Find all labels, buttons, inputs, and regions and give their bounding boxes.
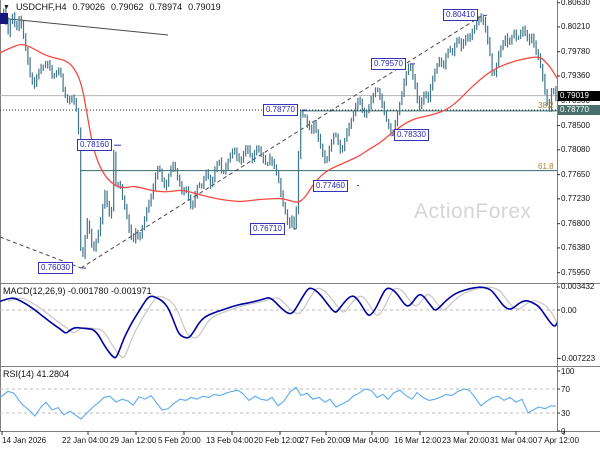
time-axis-label: 22 Jan 04:00 bbox=[62, 436, 109, 445]
time-axis-label: 13 Feb 04:00 bbox=[206, 436, 254, 445]
swing-price-label: 0.80410 bbox=[443, 9, 478, 22]
time-axis-label: 9 Mar 04:00 bbox=[346, 436, 389, 445]
level-price-badge: 0.78770 bbox=[558, 105, 600, 115]
rsi-axis-label: 30 bbox=[561, 408, 570, 418]
macd-axis-label: 0.00 bbox=[561, 305, 577, 315]
macd-signal-line bbox=[7, 286, 557, 359]
price-axis-label: 0.79780 bbox=[561, 47, 590, 57]
swing-price-label: 0.76710 bbox=[250, 222, 285, 235]
rsi-line bbox=[0, 386, 557, 420]
macd-main-line bbox=[0, 286, 557, 359]
swing-price-label: 0.76030 bbox=[38, 262, 73, 275]
candles bbox=[0, 6, 557, 259]
time-axis-label: 31 Mar 04:00 bbox=[490, 436, 538, 445]
clipped-price-flag bbox=[0, 13, 8, 24]
time-axis-label: 16 Mar 12:00 bbox=[394, 436, 442, 445]
price-axis-label: 0.77230 bbox=[561, 194, 590, 204]
price-axis-label: 0.80210 bbox=[561, 22, 590, 32]
price-axis-label: 0.78080 bbox=[561, 145, 590, 155]
time-axis-label: 7 Apr 12:00 bbox=[538, 436, 579, 445]
price-axis-label: 0.77650 bbox=[561, 170, 590, 180]
current-price-badge: 0.79019 bbox=[558, 90, 600, 101]
time-axis-label: 20 Feb 12:00 bbox=[254, 436, 302, 445]
time-axis-label: 14 Jan 2026 bbox=[2, 436, 47, 445]
ma-red-line bbox=[0, 43, 557, 203]
rsi-axis-label: 100 bbox=[561, 366, 575, 376]
fib-level-label-61.8: 61.8 bbox=[538, 161, 554, 171]
macd-axis-label: -0.007223 bbox=[559, 353, 596, 363]
fib-level-label-38.2: 38.2 bbox=[538, 101, 554, 110]
price-axis-label: 0.78930 bbox=[561, 96, 590, 106]
price-axis-label: 0.76800 bbox=[561, 219, 590, 229]
trendline-0 bbox=[0, 17, 169, 36]
ohlc-close: 0.79019 bbox=[188, 2, 221, 12]
rsi-indicator-label: RSI(14) 41.2804 bbox=[3, 369, 70, 379]
swing-price-label: 0.79570 bbox=[371, 57, 406, 70]
price-axis-label: 0.78500 bbox=[561, 121, 590, 131]
time-axis-label: 5 Feb 20:00 bbox=[158, 436, 201, 445]
ohlc-low: 0.78974 bbox=[149, 2, 183, 12]
rsi-axis-label: 0 bbox=[561, 426, 566, 436]
chart-title: ▼ USDCHF,H4 0.79026 0.79062 0.78974 0.79… bbox=[3, 2, 221, 12]
time-axis-label: 29 Jan 12:00 bbox=[110, 436, 157, 445]
trendline-2 bbox=[80, 14, 484, 269]
price-axis-label: 0.75950 bbox=[561, 268, 590, 278]
ohlc-high: 0.79062 bbox=[111, 2, 144, 12]
macd-indicator-label: MACD(12,26,9) -0.001780 -0.001971 bbox=[3, 286, 152, 296]
macd-axis-label: 0.003432 bbox=[561, 282, 595, 292]
price-axis-label: 0.76380 bbox=[561, 243, 590, 253]
ohlc-open: 0.79026 bbox=[72, 2, 105, 12]
price-axis-label: 0.79360 bbox=[561, 71, 590, 81]
watermark: ActionForex bbox=[414, 200, 532, 223]
time-axis-label: 27 Feb 20:00 bbox=[300, 436, 348, 445]
symbol-dropdown-icon[interactable]: ▼ bbox=[3, 3, 10, 11]
swing-price-label: 0.78160 bbox=[77, 139, 112, 152]
swing-price-label: 0.78330 bbox=[394, 129, 429, 142]
price-axis-label: 0.80630 bbox=[561, 0, 590, 8]
symbol-label: USDCHF,H4 bbox=[15, 2, 67, 12]
swing-price-label: 0.77460 bbox=[313, 179, 348, 192]
swing-price-label: 0.78770 bbox=[263, 104, 298, 116]
time-axis-label: 23 Mar 20:00 bbox=[442, 436, 490, 445]
rsi-axis-label: 70 bbox=[561, 384, 570, 394]
